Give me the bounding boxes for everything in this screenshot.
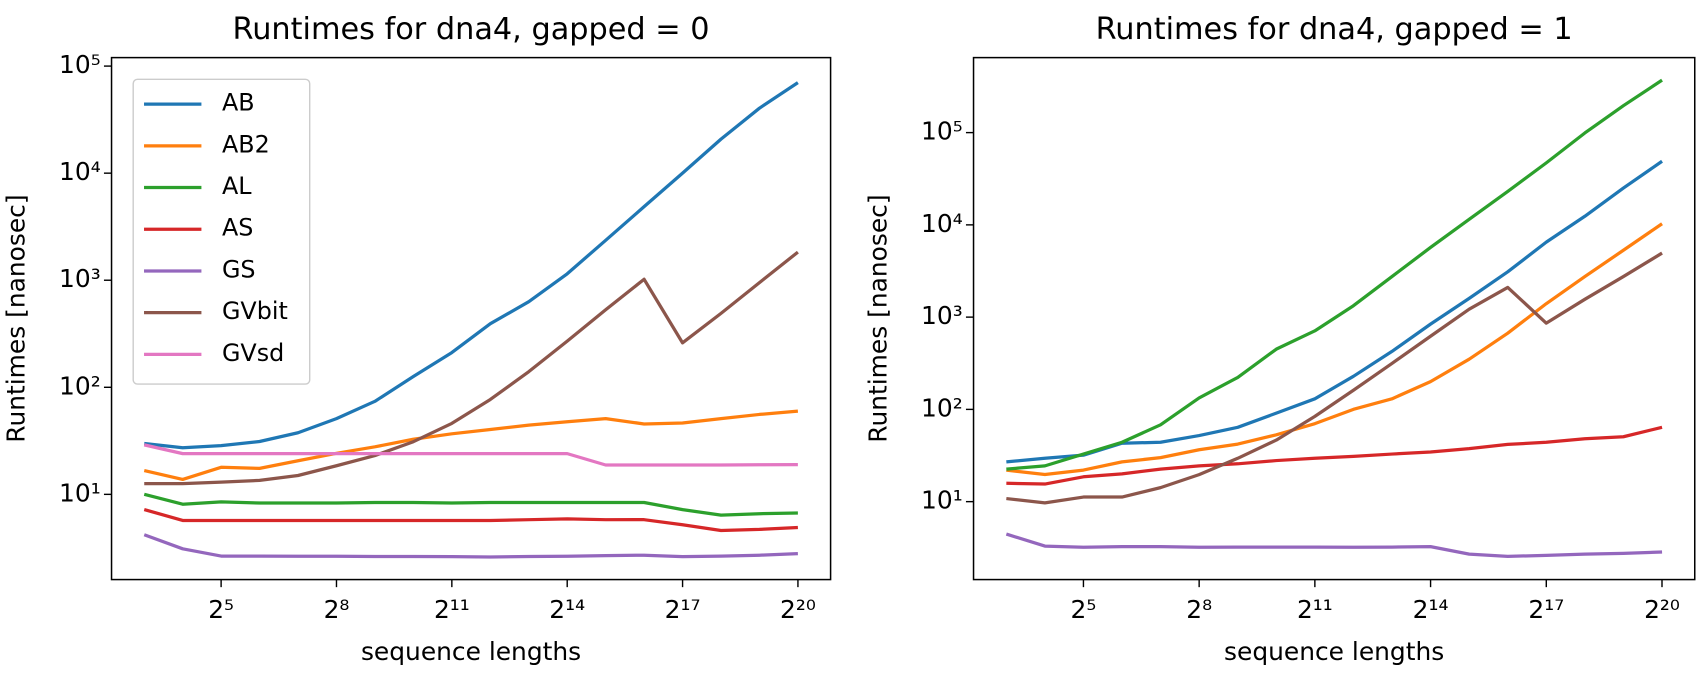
line-series	[1005, 532, 1663, 559]
line-series	[1006, 78, 1663, 471]
legend-label: GVbit	[222, 297, 288, 325]
x-tick-label: 2¹⁷	[665, 595, 701, 624]
y-tick-label: 10⁵	[59, 50, 101, 79]
line-series	[143, 533, 798, 559]
y-tick-label: 10¹	[921, 486, 963, 515]
x-tick-label: 2¹⁴	[549, 595, 585, 624]
y-axis-label: Runtimes [nanosec]	[863, 194, 892, 442]
y-tick-label: 10³	[59, 264, 101, 293]
x-tick-label: 2¹⁷	[1528, 595, 1564, 624]
line-series	[1006, 251, 1663, 505]
legend-label: AB2	[222, 130, 270, 158]
chart-title: Runtimes for dna4, gapped = 1	[1096, 12, 1573, 47]
y-tick-label: 10⁴	[921, 209, 963, 238]
line-series	[1006, 425, 1663, 486]
x-axis-label: sequence lengths	[361, 637, 581, 666]
y-tick-label: 10¹	[59, 478, 101, 507]
y-tick-label: 10³	[921, 301, 963, 330]
line-series	[143, 409, 799, 482]
x-tick-label: 2⁵	[1071, 595, 1097, 624]
legend-label: GS	[222, 255, 256, 283]
y-tick-label: 10²	[921, 393, 963, 422]
legend-label: AB	[222, 89, 255, 117]
line-series	[144, 81, 799, 450]
line-series	[144, 250, 799, 486]
legend-label: AL	[222, 172, 252, 200]
y-axis-label: Runtimes [nanosec]	[1, 194, 30, 442]
legend-label: GVsd	[222, 339, 284, 367]
line-series	[143, 492, 798, 517]
line-series	[1006, 222, 1663, 477]
x-tick-label: 2⁸	[324, 595, 350, 624]
axes-frame	[972, 56, 1696, 581]
legend-label: AS	[222, 214, 253, 242]
line-series	[143, 508, 798, 533]
x-tick-label: 2²⁰	[1644, 595, 1680, 624]
chart-title: Runtimes for dna4, gapped = 0	[233, 12, 710, 47]
line-series	[143, 443, 798, 467]
x-tick-label: 2⁸	[1186, 595, 1212, 624]
x-tick-label: 2⁵	[208, 595, 234, 624]
x-tick-label: 2¹⁴	[1413, 595, 1449, 624]
x-tick-label: 2²⁰	[780, 595, 816, 624]
y-tick-label: 10⁵	[921, 117, 963, 146]
y-tick-label: 10²	[59, 371, 101, 400]
y-tick-label: 10⁴	[59, 157, 101, 186]
legend-box	[132, 78, 311, 385]
x-axis-label: sequence lengths	[1224, 637, 1444, 666]
x-tick-label: 2¹¹	[1297, 595, 1333, 624]
axes-frame	[110, 56, 832, 581]
x-tick-label: 2¹¹	[434, 595, 470, 624]
